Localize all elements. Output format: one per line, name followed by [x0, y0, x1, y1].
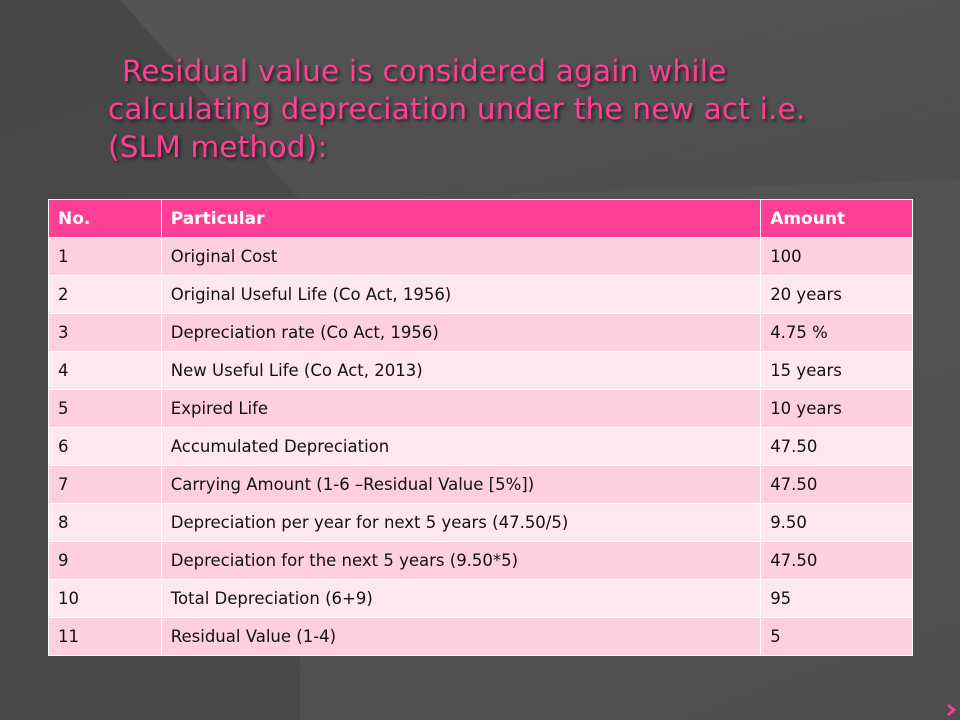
cell-particular: Depreciation per year for next 5 years (… [160, 503, 762, 542]
cell-amount: 10 years [760, 389, 913, 428]
cell-particular: Original Cost [160, 237, 762, 276]
cell-no: 2 [48, 275, 162, 314]
table-row: 3 Depreciation rate (Co Act, 1956) 4.75 … [48, 313, 913, 352]
cell-no: 4 [48, 351, 162, 390]
cell-no: 1 [48, 237, 162, 276]
cell-particular: Total Depreciation (6+9) [160, 579, 762, 618]
cell-amount: 20 years [760, 275, 913, 314]
cell-no: 8 [48, 503, 162, 542]
cell-particular: Expired Life [160, 389, 762, 428]
table-row: 10 Total Depreciation (6+9) 95 [48, 579, 913, 618]
cell-particular: Depreciation rate (Co Act, 1956) [160, 313, 762, 352]
cell-particular: Carrying Amount (1-6 –Residual Value [5%… [160, 465, 762, 504]
slide-title: Residual value is considered again while… [108, 52, 938, 166]
chevron-right-icon[interactable] [944, 703, 958, 717]
table-row: 2 Original Useful Life (Co Act, 1956) 20… [48, 275, 913, 314]
cell-particular: Residual Value (1-4) [160, 617, 762, 656]
cell-amount: 9.50 [760, 503, 913, 542]
table-row: 8 Depreciation per year for next 5 years… [48, 503, 913, 542]
cell-no: 10 [48, 579, 162, 618]
cell-particular: Original Useful Life (Co Act, 1956) [160, 275, 762, 314]
slide-title-line: Residual value is considered again while [122, 54, 727, 88]
cell-no: 11 [48, 617, 162, 656]
cell-amount: 47.50 [760, 465, 913, 504]
cell-amount: 100 [760, 237, 913, 276]
cell-amount: 47.50 [760, 427, 913, 466]
cell-no: 9 [48, 541, 162, 580]
table-header-row: No. Particular Amount [48, 199, 913, 238]
table-row: 1 Original Cost 100 [48, 237, 913, 276]
table-row: 4 New Useful Life (Co Act, 2013) 15 year… [48, 351, 913, 390]
cell-amount: 95 [760, 579, 913, 618]
table-row: 6 Accumulated Depreciation 47.50 [48, 427, 913, 466]
cell-particular: Accumulated Depreciation [160, 427, 762, 466]
cell-particular: New Useful Life (Co Act, 2013) [160, 351, 762, 390]
cell-no: 5 [48, 389, 162, 428]
cell-amount: 47.50 [760, 541, 913, 580]
table-row: 5 Expired Life 10 years [48, 389, 913, 428]
column-header-amount: Amount [760, 199, 913, 238]
cell-amount: 5 [760, 617, 913, 656]
column-header-particular: Particular [160, 199, 762, 238]
column-header-no: No. [48, 199, 162, 238]
table-row: 7 Carrying Amount (1-6 –Residual Value [… [48, 465, 913, 504]
table-row: 9 Depreciation for the next 5 years (9.5… [48, 541, 913, 580]
table-row: 11 Residual Value (1-4) 5 [48, 617, 913, 656]
depreciation-table: No. Particular Amount 1 Original Cost 10… [48, 199, 913, 656]
cell-no: 3 [48, 313, 162, 352]
cell-no: 7 [48, 465, 162, 504]
cell-no: 6 [48, 427, 162, 466]
slide-title-line: (SLM method): [108, 130, 328, 164]
cell-particular: Depreciation for the next 5 years (9.50*… [160, 541, 762, 580]
slide-title-line: calculating depreciation under the new a… [108, 92, 806, 126]
cell-amount: 4.75 % [760, 313, 913, 352]
cell-amount: 15 years [760, 351, 913, 390]
